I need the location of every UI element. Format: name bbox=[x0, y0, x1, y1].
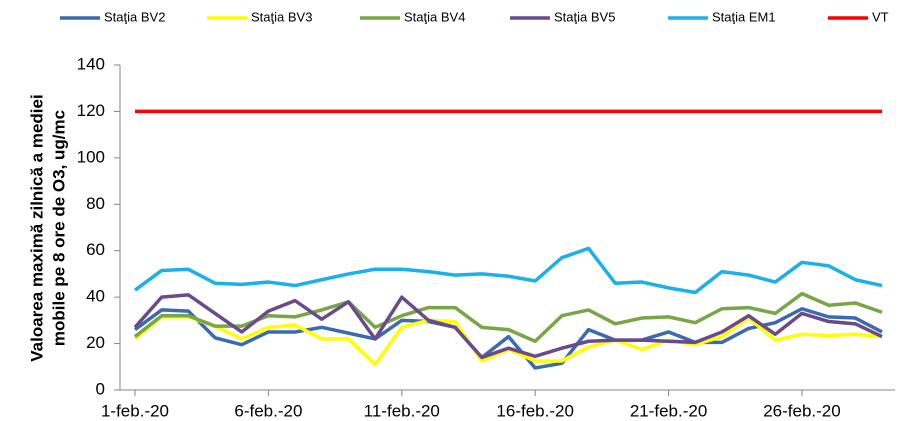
y-axis-title: mobile pe 8 ore de O3, ug/mc bbox=[49, 110, 68, 346]
y-tick-label: 80 bbox=[86, 194, 105, 213]
x-tick-label: 16-feb.-20 bbox=[496, 401, 574, 420]
legend-label: Staţia BV2 bbox=[104, 9, 165, 24]
legend-label: Staţia BV3 bbox=[251, 9, 312, 24]
y-axis-title: Valoarea maximă zilnică a mediei bbox=[27, 94, 46, 361]
legend-label: Staţia EM1 bbox=[712, 9, 776, 24]
y-tick-label: 20 bbox=[86, 333, 105, 352]
x-tick-label: 26-feb.-20 bbox=[763, 401, 841, 420]
legend-label: VT bbox=[872, 9, 889, 24]
y-tick-label: 40 bbox=[86, 287, 105, 306]
legend-label: Staţia BV4 bbox=[404, 9, 465, 24]
y-tick-label: 100 bbox=[77, 147, 105, 166]
x-tick-label: 11-feb.-20 bbox=[364, 401, 440, 420]
y-tick-label: 60 bbox=[86, 240, 105, 259]
legend-label: Staţia BV5 bbox=[554, 9, 615, 24]
x-tick-label: 1-feb.-20 bbox=[101, 401, 169, 420]
y-tick-label: 120 bbox=[77, 101, 105, 120]
x-tick-label: 21-feb.-20 bbox=[630, 401, 708, 420]
y-tick-label: 140 bbox=[77, 54, 105, 73]
x-tick-label: 6-feb.-20 bbox=[234, 401, 302, 420]
series-line bbox=[133, 293, 883, 360]
y-tick-label: 0 bbox=[96, 379, 105, 398]
series-line bbox=[133, 246, 883, 295]
